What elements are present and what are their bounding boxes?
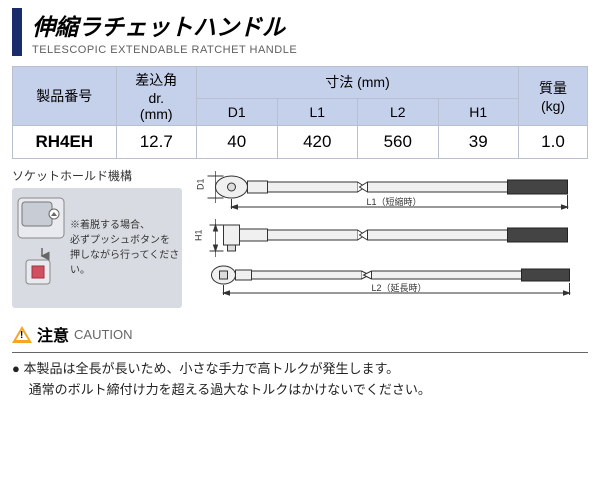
th-mass: 質量 (kg) <box>519 67 588 126</box>
socket-note-1: ※着脱する場合、 <box>70 218 182 233</box>
th-mass-unit: (kg) <box>541 98 565 114</box>
caution-header: ! 注意 CAUTION <box>12 322 133 346</box>
caution-divider <box>12 352 588 353</box>
th-dr-label: 差込角 <box>135 72 177 88</box>
th-dr-sub: dr. <box>148 90 164 106</box>
schematic-svg: D1 L1（短縮時） <box>195 167 588 302</box>
td-dr: 12.7 <box>116 126 197 159</box>
td-h1: 39 <box>438 126 519 159</box>
td-l2: 560 <box>358 126 439 159</box>
schematic: D1 L1（短縮時） <box>195 167 588 302</box>
dim-h1: H1 <box>195 229 204 241</box>
caution-notes: ● 本製品は全長が長いため、小さな手力で高トルクが発生します。 通常のボルト締付… <box>12 359 588 401</box>
dim-l1-label: L1（短縮時） <box>367 196 422 207</box>
title-jp: 伸縮ラチェットハンドル <box>32 8 588 42</box>
socket-note-3: 押しながら行ってください。 <box>70 248 182 278</box>
title-en: TELESCOPIC EXTENDABLE RATCHET HANDLE <box>32 44 588 56</box>
th-l2: L2 <box>358 98 439 125</box>
socket-icon <box>14 190 69 310</box>
td-mass: 1.0 <box>519 126 588 159</box>
caution-en: CAUTION <box>74 327 133 342</box>
th-h1: H1 <box>438 98 519 125</box>
td-pn: RH4EH <box>13 126 117 159</box>
caution-jp: 注意 <box>37 322 69 346</box>
socket-note-2: 必ずプッシュボタンを <box>70 233 182 248</box>
th-dim: 寸法 (mm) <box>197 67 519 99</box>
dim-l2-label: L2（延長時） <box>372 282 427 293</box>
spec-table: 製品番号 差込角 dr. (mm) 寸法 (mm) 質量 (kg) D1 L1 … <box>12 66 588 159</box>
th-mass-label: 質量 <box>539 80 567 96</box>
th-dr-unit: (mm) <box>140 106 173 122</box>
caution-icon: ! <box>12 326 32 343</box>
td-d1: 40 <box>197 126 278 159</box>
note-line-1: ● 本製品は全長が長いため、小さな手力で高トルクが発生します。 <box>12 359 588 380</box>
dim-d1: D1 <box>196 178 206 190</box>
th-d1: D1 <box>197 98 278 125</box>
th-dr: 差込角 dr. (mm) <box>116 67 197 126</box>
th-l1: L1 <box>277 98 358 125</box>
socket-title: ソケットホールド機構 <box>12 167 187 184</box>
socket-hold-box: ソケットホールド機構 ※着脱する場合、 必ずプッシュボタンを 押しながら行ってく… <box>12 167 187 308</box>
th-pn: 製品番号 <box>13 67 117 126</box>
title-block: 伸縮ラチェットハンドル TELESCOPIC EXTENDABLE RATCHE… <box>12 8 588 56</box>
socket-diagram: ※着脱する場合、 必ずプッシュボタンを 押しながら行ってください。 <box>12 188 182 308</box>
note-line-2: 通常のボルト締付け力を超える過大なトルクはかけないでください。 <box>12 380 588 401</box>
socket-note: ※着脱する場合、 必ずプッシュボタンを 押しながら行ってください。 <box>70 218 182 278</box>
td-l1: 420 <box>277 126 358 159</box>
